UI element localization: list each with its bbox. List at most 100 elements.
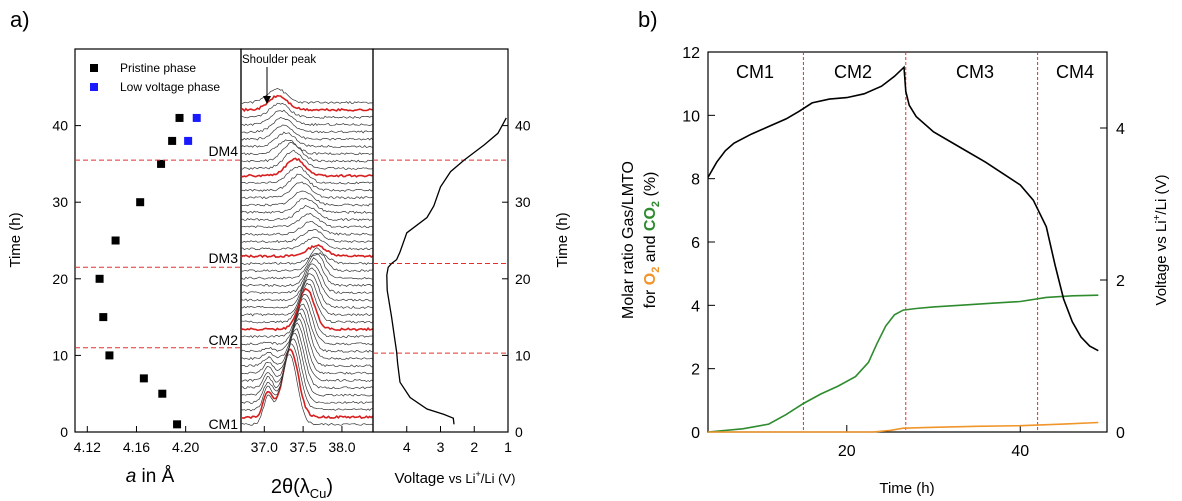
xrd-scans	[240, 88, 374, 426]
lattice-y-label: Time (h)	[7, 212, 24, 267]
gas-left-y-label-line2: for O2 and CO2 (%)	[642, 172, 662, 309]
region-label-cm1: CM1	[736, 62, 774, 82]
gas-right-y-label: Voltage vs Li+/Li (V)	[1152, 175, 1170, 306]
gas-left-y-tick-label: 4	[691, 298, 700, 315]
pristine-phase-point	[168, 136, 177, 145]
region-boundaries	[802, 52, 1039, 432]
xrd-scan	[240, 131, 374, 148]
voltage-state-lines	[373, 159, 508, 354]
lattice-y-tick-label: 20	[52, 271, 68, 287]
xrd-scan	[240, 124, 374, 141]
lattice-parameter-chart: 4.12 4.16 4.20 0 10 20 30 40 Pristine phase Lo…	[7, 48, 242, 487]
xrd-scan	[240, 88, 374, 105]
lattice-x-label: a in Å	[126, 466, 175, 487]
legend-swatch-pristine	[90, 64, 98, 72]
xrd-scan	[240, 303, 374, 353]
shoulder-peak-annotation: Shoulder peak	[242, 54, 316, 66]
o2-series-line	[708, 421, 1099, 433]
lattice-x-ticks: 4.12 4.16 4.20	[74, 426, 200, 455]
xrd-scan	[240, 181, 374, 200]
legend-pristine: Pristine phase	[120, 61, 196, 75]
xrd-scan	[240, 332, 374, 397]
xrd-scan-highlighted	[241, 348, 374, 420]
pristine-phase-point	[105, 351, 114, 360]
xrd-x-tick-label: 38.0	[328, 439, 355, 455]
xrd-scan	[240, 343, 374, 412]
xrd-scan	[240, 317, 374, 375]
gas-right-y-tick-label: 4	[1116, 121, 1125, 138]
low-voltage-phase-point	[192, 113, 201, 122]
xrd-x-tick-label: 37.0	[251, 439, 278, 455]
pristine-phase-point	[136, 198, 145, 207]
xrd-scan	[240, 257, 374, 287]
gas-left-y-ticks: 0 2 4 6 8 10 12	[682, 45, 715, 442]
voltage-y-tick-label: 0	[515, 424, 523, 440]
xrd-scan	[240, 102, 374, 119]
xrd-scan	[240, 109, 374, 127]
voltage-x-tick-label: 3	[437, 439, 445, 455]
xrd-scan	[240, 149, 374, 170]
xrd-scan	[240, 267, 374, 302]
xrd-scan	[240, 247, 374, 273]
voltage-profile-chart: 4 3 2 1 0 10 20 30 40 Time (h) Voltage vs Li+/L…	[372, 48, 571, 487]
xrd-scan	[240, 212, 374, 229]
voltage-series-line	[707, 65, 1099, 352]
co2-series-line	[707, 294, 1099, 433]
xrd-scan	[240, 236, 374, 251]
voltage-x-label: Voltage vs Li+/Li (V)	[395, 469, 516, 487]
lattice-x-tick-label: 4.20	[172, 439, 199, 455]
xrd-scan	[240, 354, 374, 426]
voltage-y-tick-label: 40	[515, 118, 531, 134]
voltage-y-tick-label: 10	[515, 347, 531, 363]
xrd-scan-highlighted	[240, 94, 374, 113]
xrd-x-ticks: 37.0 37.5 38.0	[251, 426, 356, 455]
xrd-scan	[240, 173, 374, 192]
xrd-scan	[240, 252, 374, 265]
xrd-scan	[240, 197, 374, 214]
panel-a-label: a)	[10, 7, 30, 32]
state-label-dm3: DM3	[208, 250, 238, 266]
gas-left-y-tick-label: 10	[682, 108, 700, 125]
lattice-y-ticks: 0 10 20 30 40	[52, 118, 81, 440]
voltage-x-tick-label: 1	[504, 439, 512, 455]
xrd-scan	[240, 338, 374, 404]
pristine-phase-point	[158, 389, 167, 398]
xrd-scan	[240, 253, 374, 280]
xrd-x-tick-label: 37.5	[289, 439, 316, 455]
lattice-y-tick-label: 40	[52, 118, 68, 134]
xrd-scan-highlighted	[240, 157, 373, 178]
gas-plot-frame	[707, 51, 1108, 433]
pristine-phase-point	[175, 113, 184, 122]
lattice-y-tick-label: 0	[60, 424, 68, 440]
lattice-x-tick-label: 4.16	[123, 439, 150, 455]
shoulder-peak-arrow-head	[263, 96, 271, 104]
state-label-dm4: DM4	[208, 143, 238, 159]
region-label-cm4: CM4	[1056, 62, 1094, 82]
xrd-scan	[240, 116, 374, 134]
gas-left-y-tick-label: 0	[691, 425, 700, 442]
xrd-scan	[240, 312, 374, 368]
voltage-y-tick-label: 20	[515, 271, 531, 287]
legend-low-voltage: Low voltage phase	[120, 80, 220, 94]
voltage-y-ticks: 0 10 20 30 40	[502, 118, 531, 440]
xrd-scan	[240, 308, 374, 361]
voltage-right-y-label: Time (h)	[554, 212, 571, 267]
gas-left-y-tick-label: 8	[691, 172, 700, 189]
xrd-waterfall-chart: 37.0 37.5 38.0 Shoulder peak CM1 CM2 DM3 D…	[208, 48, 374, 501]
panel-b-label: b)	[638, 7, 658, 32]
xrd-scan-highlighted	[240, 287, 374, 332]
xrd-scan	[240, 165, 374, 185]
gas-right-y-tick-label: 0	[1116, 425, 1125, 442]
lattice-state-lines	[75, 159, 241, 349]
xrd-scan-highlighted	[240, 243, 374, 259]
low-voltage-phase-point	[184, 136, 193, 145]
gas-x-ticks: 20 40	[838, 425, 1029, 460]
xrd-scan	[240, 282, 374, 324]
pristine-phase-point	[139, 374, 148, 383]
legend-swatch-low-voltage	[90, 83, 98, 91]
gas-left-y-label-line1: Molar ratio Gas/LMTO	[620, 161, 637, 319]
region-label-cm3: CM3	[956, 62, 994, 82]
lattice-x-tick-label: 4.12	[74, 439, 101, 455]
